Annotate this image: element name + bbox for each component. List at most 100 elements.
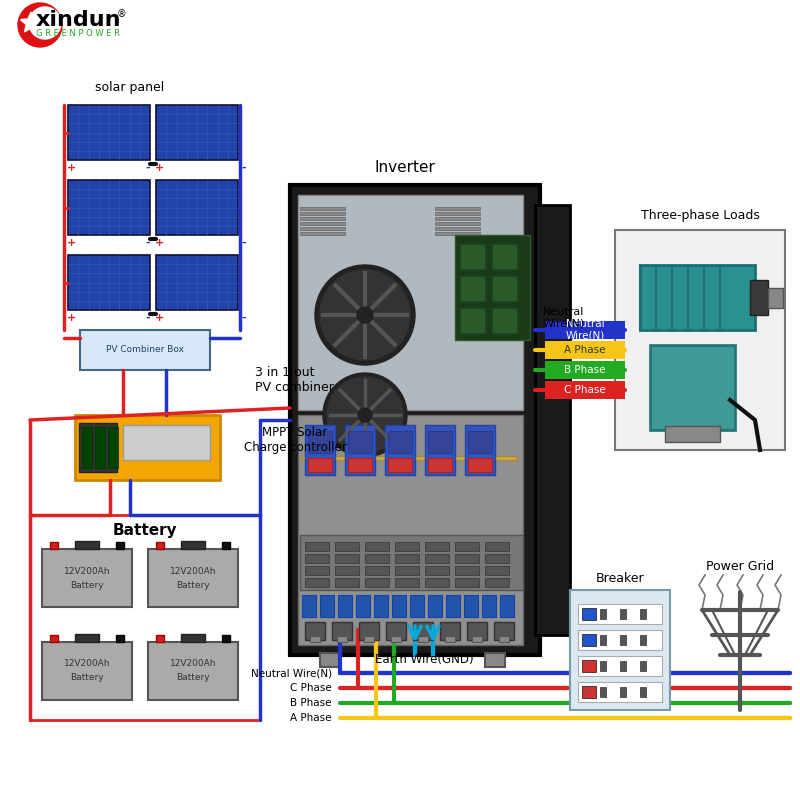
Bar [320,595,334,617]
Bar [395,542,419,551]
Bar [79,423,117,472]
Bar [348,431,372,453]
Bar [435,227,480,230]
Bar [600,635,606,645]
Bar [485,578,509,587]
Text: C Phase: C Phase [564,385,606,395]
Bar [435,207,480,210]
Bar [578,604,662,624]
Bar [460,276,485,301]
Bar [640,609,646,619]
Bar [75,415,220,480]
Text: +: + [67,313,77,323]
Bar [485,653,505,667]
Bar [545,341,625,359]
Bar [300,212,345,215]
Bar [50,542,58,549]
Bar [388,458,412,472]
Bar [302,595,316,617]
Bar [455,542,479,551]
Circle shape [315,265,415,365]
Text: -: - [242,313,246,323]
Bar [418,636,428,642]
Bar [425,554,449,563]
Bar [335,554,359,563]
Bar [428,595,442,617]
Bar [148,642,238,700]
Text: -: - [146,238,150,248]
Bar [356,595,370,617]
Bar [395,578,419,587]
Bar [492,244,517,269]
Bar [290,185,540,655]
Text: Battery: Battery [70,674,104,682]
Bar [374,595,388,617]
Bar [640,265,755,330]
Text: +: + [155,163,165,173]
Bar [364,636,374,642]
Bar [428,431,452,453]
Bar [485,566,509,575]
Bar [620,609,626,619]
Text: ®: ® [116,9,126,19]
Bar [337,636,347,642]
Text: B Phase: B Phase [290,698,332,708]
Text: Neutral Wire(N): Neutral Wire(N) [251,668,332,678]
Bar [455,554,479,563]
Text: Battery: Battery [176,674,210,682]
Bar [68,255,150,310]
Bar [435,222,480,225]
Bar [305,425,335,475]
Bar [492,308,517,333]
Bar [485,542,509,551]
Bar [750,280,768,315]
Bar [468,431,492,453]
Bar [305,578,329,587]
Bar [435,212,480,215]
Bar [300,222,345,225]
Bar [600,661,606,671]
Bar [156,255,238,310]
Bar [640,687,646,697]
Text: 12V200Ah: 12V200Ah [170,659,216,669]
Circle shape [327,377,403,453]
Bar [464,595,478,617]
Text: +: + [67,163,77,173]
Bar [148,549,238,607]
Text: +: + [155,238,165,248]
Bar [300,535,523,590]
Circle shape [357,307,373,323]
Bar [335,566,359,575]
Bar [156,180,238,235]
Bar [75,634,99,642]
Bar [68,105,150,160]
Bar [365,578,389,587]
Bar [222,635,230,642]
Bar [298,415,523,645]
Bar [365,554,389,563]
Bar [50,635,58,642]
Bar [455,566,479,575]
Bar [308,431,332,453]
Circle shape [320,270,410,360]
Bar [472,636,482,642]
Bar [428,458,452,472]
Bar [468,458,492,472]
Text: Wire(N): Wire(N) [543,318,586,328]
Bar [600,609,606,619]
Bar [123,425,210,460]
Bar [425,542,449,551]
Bar [348,458,372,472]
Text: MPPT Solar
Charge controller: MPPT Solar Charge controller [243,426,346,454]
Text: +: + [155,313,165,323]
Bar [308,458,332,472]
Bar [582,686,596,698]
Text: 3 in 1 out
PV combiner: 3 in 1 out PV combiner [255,366,334,394]
Bar [499,636,509,642]
Bar [425,566,449,575]
Bar [222,542,230,549]
Bar [435,217,480,220]
Text: Neutral
Wire(N): Neutral Wire(N) [566,319,605,341]
Bar [578,682,662,702]
Bar [535,205,570,635]
